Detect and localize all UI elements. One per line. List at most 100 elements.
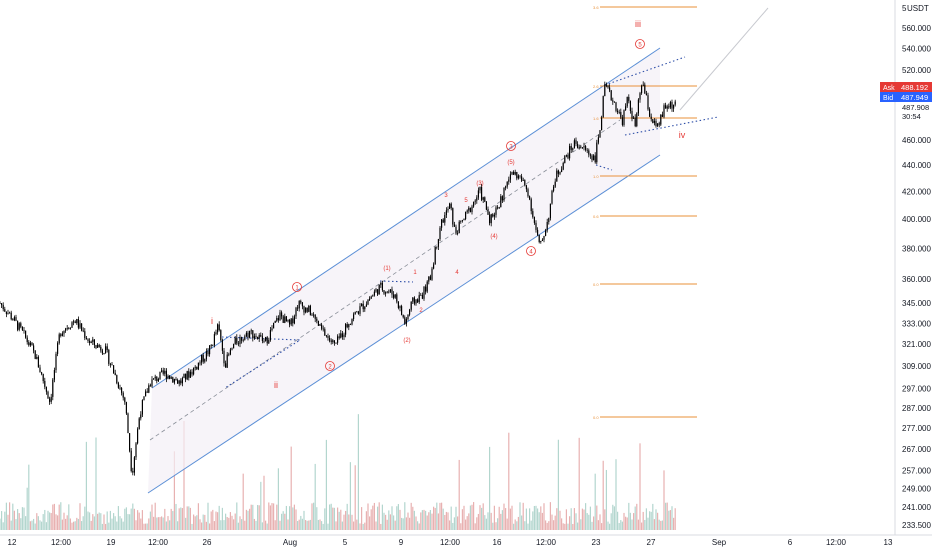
volume-bar [28, 464, 30, 530]
y-tick-label: 380.000 [902, 244, 931, 253]
volume-bar [546, 522, 548, 530]
volume-bar [495, 522, 497, 530]
candle-body [514, 171, 516, 175]
candle-body [596, 142, 598, 163]
volume-bar [29, 521, 31, 530]
volume-bar [450, 506, 452, 530]
candle-body [85, 338, 87, 340]
volume-bar [383, 512, 385, 530]
volume-bar [322, 523, 324, 530]
candle-body [513, 171, 515, 175]
volume-bar [65, 518, 67, 530]
candle-body [57, 343, 59, 354]
volume-bar [338, 511, 340, 530]
candle-body [377, 289, 379, 295]
volume-bar [642, 511, 644, 530]
volume-bar [508, 432, 510, 530]
volume-bar [117, 506, 119, 530]
candle-body [97, 344, 99, 348]
volume-bar [586, 513, 588, 530]
fib-label: 1.6 [593, 116, 599, 121]
candle-body [653, 120, 655, 123]
candle-body [439, 227, 441, 240]
candle-body [594, 155, 596, 163]
candle-body [229, 349, 231, 355]
candle-body [279, 312, 281, 321]
candle-body [34, 350, 36, 359]
candle-body [103, 353, 105, 354]
channel-layer [147, 7, 769, 494]
candle-body [642, 84, 644, 86]
candle-body [490, 214, 492, 224]
wave-circle [325, 361, 335, 371]
candle-body [636, 113, 638, 127]
volume-bar [356, 519, 358, 530]
candle-body [250, 330, 252, 332]
candle-body [524, 180, 526, 186]
candle-body [612, 100, 614, 102]
volume-bar [66, 515, 68, 530]
fib-layer: 3.6 2.6 1.6 1.0 0.6 0.0 0.0 [593, 5, 697, 420]
volume-bar [516, 521, 518, 530]
volume-bar [210, 511, 212, 530]
candle-body [234, 337, 236, 345]
candle-body [173, 378, 175, 383]
candle-body [586, 149, 588, 151]
volume-bar [0, 518, 1, 530]
candle-body [474, 200, 476, 202]
volume-bar [593, 516, 595, 530]
volume-bar [618, 522, 620, 530]
volume-bar [461, 509, 463, 530]
candle-body [476, 197, 478, 201]
wave-label-paren: (1) [383, 266, 390, 272]
candle-body [562, 162, 564, 170]
volume-bar [444, 514, 446, 530]
candle-body [293, 316, 295, 324]
candle-body [239, 337, 241, 344]
candle-body [247, 332, 249, 338]
wave-circle [526, 246, 536, 256]
candle-body [401, 306, 403, 315]
candle-body [589, 154, 591, 156]
candle-body [44, 380, 46, 387]
volume-bar [655, 509, 657, 530]
volume-bar [79, 503, 81, 530]
candle-body [553, 186, 555, 191]
candle-body [202, 354, 204, 362]
candle-body [245, 332, 247, 337]
volume-bar [468, 513, 470, 530]
volume-bar [324, 508, 326, 530]
candle-body [577, 143, 579, 148]
volume-bar [522, 502, 524, 530]
volume-bar [148, 518, 150, 530]
x-tick-label: 27 [647, 538, 656, 547]
candle-body [316, 318, 318, 321]
volume-bar [194, 516, 196, 530]
bid-badge [880, 92, 932, 102]
candle-body [497, 207, 499, 209]
volume-bar [265, 520, 267, 530]
volume-bar [121, 518, 123, 530]
candle-body [441, 219, 443, 228]
volume-bar [628, 502, 630, 530]
candle-body [212, 344, 214, 346]
candle-body [389, 289, 391, 292]
candle-body [205, 351, 207, 360]
candle-body [468, 207, 470, 211]
candle-body [348, 324, 350, 328]
volume-bar [604, 509, 606, 530]
volume-bar [12, 503, 14, 530]
volume-bar [473, 502, 475, 530]
volume-bar [133, 508, 135, 530]
volume-bar [253, 518, 255, 530]
volume-bar [53, 503, 55, 530]
volume-bar [39, 520, 41, 530]
volume-bar [623, 512, 625, 530]
volume-bar [239, 516, 241, 530]
volume-bar [605, 469, 607, 530]
volume-bar [514, 519, 516, 530]
volume-bar [591, 521, 593, 530]
candle-body [26, 337, 28, 343]
volume-bar [45, 522, 47, 530]
volume-bar [471, 504, 473, 530]
